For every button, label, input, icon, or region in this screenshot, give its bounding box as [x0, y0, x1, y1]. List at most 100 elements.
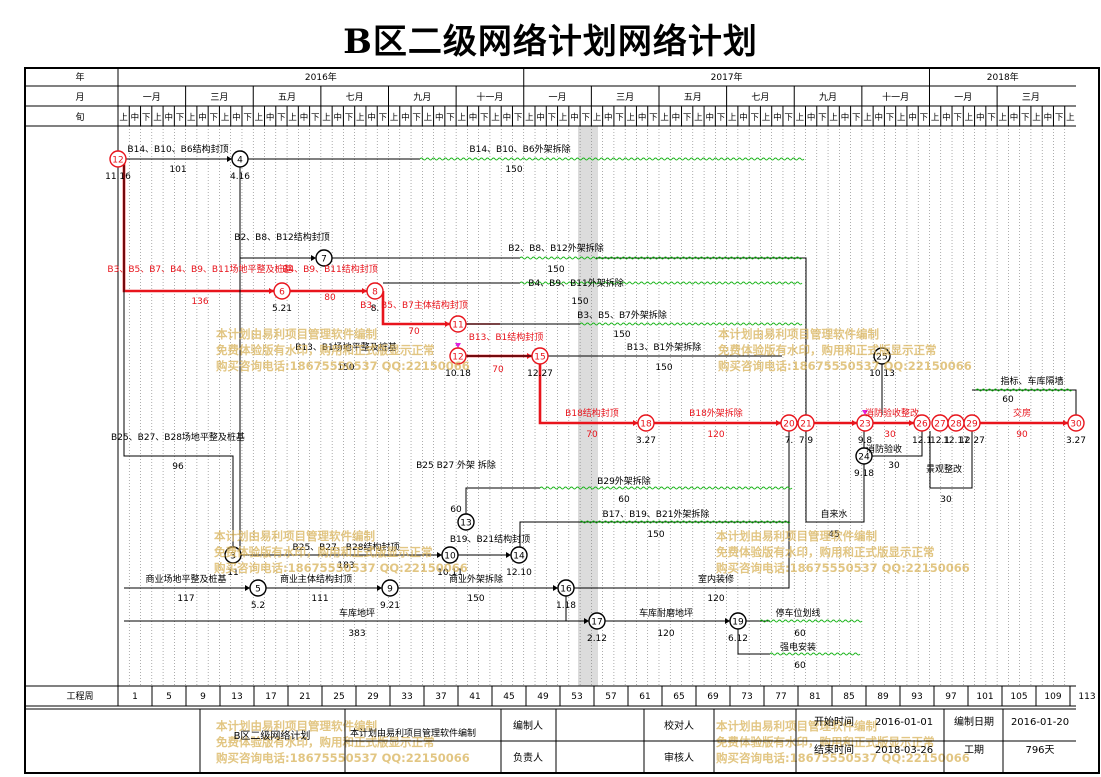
period-label: 下 — [987, 113, 996, 123]
activity-duration: 101 — [169, 165, 186, 175]
year-label: 2018年 — [987, 71, 1019, 83]
watermark-text: 本计划由易利项目管理软件编制 — [718, 327, 879, 341]
node-date: 11 — [227, 568, 238, 578]
node-circle — [963, 414, 981, 432]
activity-label: B14、B10、B6结构封顶 — [127, 143, 228, 155]
activity-link — [465, 487, 540, 514]
activity-label: B18结构封顶 — [565, 407, 619, 419]
period-label: 下 — [953, 113, 962, 123]
activity-arrow — [437, 552, 442, 558]
activity-duration: 150 — [337, 363, 354, 373]
row-label-year: 年 — [75, 71, 84, 83]
week-label: 113 — [1078, 692, 1095, 702]
footer-checker-label: 校对人 — [664, 719, 694, 732]
node-circle — [449, 315, 467, 333]
period-label: 上 — [187, 113, 196, 123]
period-label: 上 — [728, 113, 737, 123]
footer-start-label: 开始时间 — [814, 715, 854, 728]
activity-link — [596, 257, 807, 423]
activity-label: 消防验收整改 — [865, 407, 919, 419]
footer-software-note: 本计划由易利项目管理软件编制 — [350, 727, 476, 739]
node-circle — [457, 513, 475, 531]
activity-arrow — [584, 618, 589, 624]
week-label: 49 — [537, 692, 549, 702]
period-label: 中 — [841, 112, 850, 123]
float-wave — [419, 157, 805, 161]
activity-label: 商业主体结构封顶 — [280, 573, 352, 585]
period-label: 中 — [503, 112, 512, 123]
period-label: 中 — [232, 112, 241, 123]
activity-duration: 183 — [337, 561, 354, 571]
activity-arrow — [227, 156, 232, 162]
week-label: 73 — [741, 692, 752, 702]
month-label: 三月 — [616, 92, 634, 103]
activity-label: 车库耐磨地坪 — [639, 607, 693, 619]
activity-arrow — [725, 618, 730, 624]
month-label: 三月 — [1022, 92, 1040, 103]
week-label: 5 — [166, 692, 172, 702]
float-wave — [975, 388, 1073, 392]
node-number: 6 — [279, 288, 285, 298]
month-label: 十一月 — [882, 91, 909, 103]
node-circle — [510, 546, 528, 564]
period-label: 下 — [243, 113, 252, 123]
activity-duration: 150 — [547, 265, 564, 275]
period-label: 上 — [119, 113, 128, 123]
year-label: 2017年 — [711, 71, 743, 83]
month-label: 七月 — [751, 92, 769, 103]
month-label: 五月 — [684, 92, 702, 103]
node-circle — [797, 414, 815, 432]
milestone-marker — [862, 410, 868, 415]
activity-label: B13、B1外架拆除 — [627, 341, 702, 353]
chart-title: B区二级网络计划网络计划 — [343, 22, 758, 62]
period-label: 中 — [164, 112, 173, 123]
period-label: 上 — [1066, 113, 1075, 123]
week-label: 57 — [605, 692, 616, 702]
period-label: 上 — [288, 113, 297, 123]
watermark-text: 本计划由易利项目管理软件编制 — [716, 529, 877, 543]
period-label: 下 — [818, 113, 827, 123]
period-label: 上 — [965, 113, 974, 123]
node-number: 23 — [859, 420, 870, 430]
node-number: 27 — [934, 420, 945, 430]
period-label: 中 — [401, 112, 410, 123]
node-circle — [729, 612, 747, 630]
node-date: 4.16 — [230, 172, 250, 182]
activity-duration: 30 — [940, 495, 952, 505]
activity-label: B4、B9、B11外架拆除 — [528, 277, 623, 289]
period-label: 中 — [807, 112, 816, 123]
node-date: 5.21 — [272, 304, 292, 314]
footer-reviewer-label: 审核人 — [664, 751, 694, 764]
activity-duration: 90 — [1016, 430, 1028, 440]
activity-duration: 70 — [586, 430, 598, 440]
period-label: 下 — [920, 113, 929, 123]
activity-label: 商业场地平整及桩基 — [145, 573, 226, 585]
node-number: 12 — [112, 156, 123, 166]
activity-label: 消防验收 — [866, 443, 902, 455]
period-label: 下 — [784, 113, 793, 123]
activity-label: B2、B8、B12外架拆除 — [508, 242, 603, 254]
activity-link — [972, 389, 1077, 415]
node-date: 7.9 — [799, 436, 814, 446]
node-date: 12.17 — [943, 436, 969, 446]
activity-arrow — [311, 255, 316, 261]
watermark-text: 购买咨询电话:18675550537 QQ:22150066 — [716, 561, 970, 575]
node-date: 12.1 — [912, 436, 932, 446]
activity-label: 指标、车库隔墙 — [1000, 375, 1063, 387]
node-number: 4 — [237, 156, 243, 166]
activity-link — [929, 431, 973, 489]
activity-label: B2、B8、B12结构封顶 — [234, 231, 329, 243]
watermark-text: 免费体验版有水印，购用和正式版显示正常 — [216, 343, 435, 357]
period-label: 中 — [367, 112, 376, 123]
critical-arrow — [269, 288, 274, 294]
activity-label: B4、B9、B11结构封顶 — [282, 263, 377, 275]
activity-label: 车库地坪 — [339, 607, 375, 619]
period-label: 中 — [570, 112, 579, 123]
period-label: 下 — [176, 113, 185, 123]
year-label: 2016年 — [305, 71, 337, 83]
period-label: 中 — [672, 112, 681, 123]
activity-link — [872, 431, 923, 457]
period-label: 下 — [886, 113, 895, 123]
activity-link — [565, 596, 589, 622]
